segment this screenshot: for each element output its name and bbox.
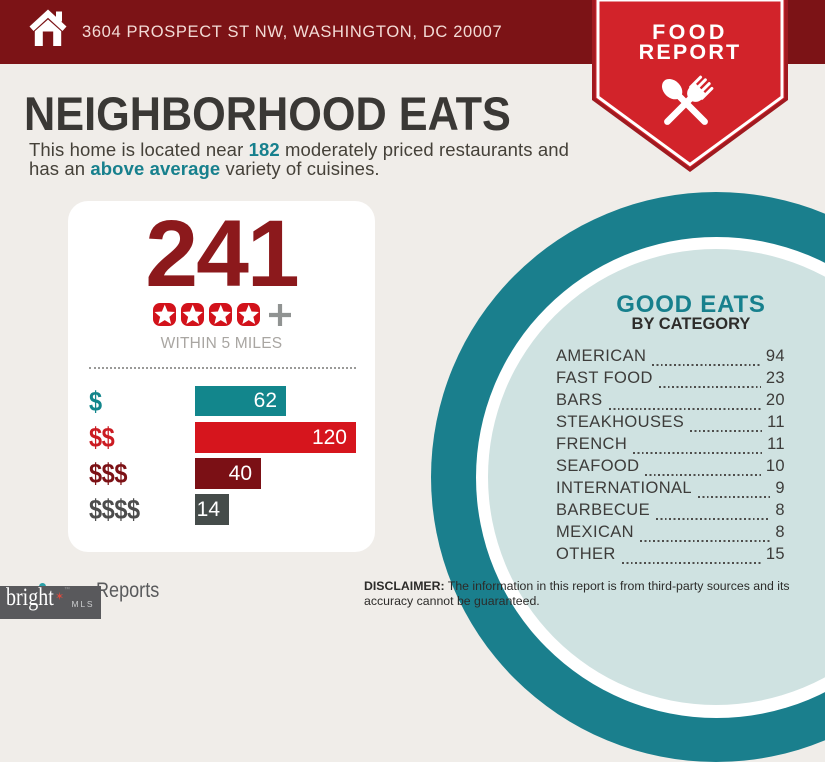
- svg-text:FOOD: FOOD: [652, 20, 728, 44]
- svg-text:REPORT: REPORT: [639, 40, 742, 64]
